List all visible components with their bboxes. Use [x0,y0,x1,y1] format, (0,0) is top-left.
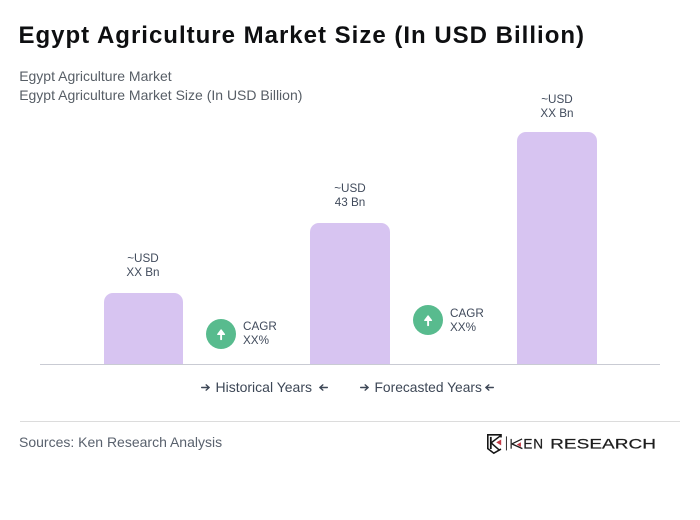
svg-text:RESEARCH: RESEARCH [550,437,656,452]
svg-text:N: N [533,437,543,452]
svg-text:E: E [523,437,532,452]
